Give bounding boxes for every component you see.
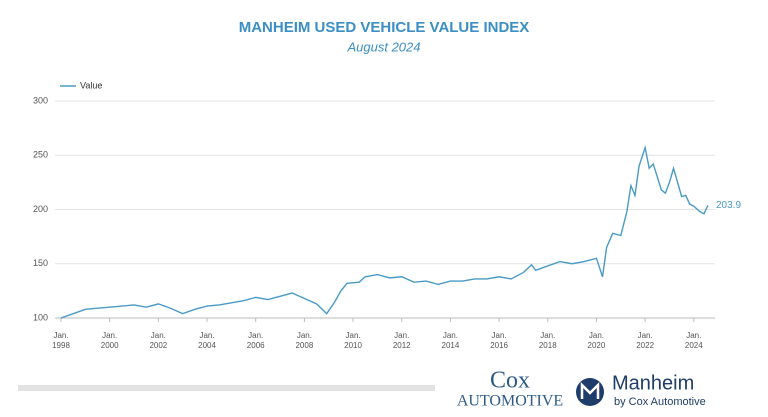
chart-title: MANHEIM USED VEHICLE VALUE INDEX <box>239 19 530 36</box>
x-tick-label: Jan. 2024 <box>684 331 703 350</box>
x-tick-label: Jan. 2006 <box>246 331 265 350</box>
x-tick-label: Jan. 1998 <box>52 331 70 350</box>
y-tick-label: 300 <box>33 95 48 105</box>
x-tick-label: Jan. 2004 <box>198 331 216 350</box>
x-tick-label: Jan. 2008 <box>295 331 314 350</box>
end-value-label: 203.9 <box>716 200 741 211</box>
y-tick-label: 150 <box>33 258 48 268</box>
y-tick-label: 200 <box>33 204 48 214</box>
legend-label: Value <box>80 80 102 90</box>
x-tick-label: Jan. 2020 <box>587 331 606 350</box>
y-tick-label: 100 <box>33 312 48 322</box>
x-tick-label: Jan. 2014 <box>441 331 460 350</box>
line <box>60 144 709 319</box>
manheim-tagline: by Cox Automotive <box>614 396 706 408</box>
x-tick-label: Jan. 2000 <box>100 331 119 350</box>
x-tick-label: Jan. 2002 <box>149 331 168 350</box>
divider-bar <box>18 385 435 391</box>
x-tick-label: Jan. 2016 <box>490 331 508 350</box>
x-tick-label: Jan. 2022 <box>636 331 655 350</box>
cox-logo: Cox <box>490 368 530 394</box>
x-tick-label: Jan. 2012 <box>392 331 411 350</box>
cox-logo-sub: AUTOMOTIVE <box>457 393 563 410</box>
manheim-icon-m <box>580 381 600 399</box>
y-tick-label: 250 <box>33 150 48 160</box>
x-tick-label: Jan. 2010 <box>344 331 362 350</box>
chart-subtitle: August 2024 <box>346 39 420 54</box>
x-tick-label: Jan. 2018 <box>538 331 557 350</box>
manheim-logo: Manheim <box>612 372 694 394</box>
